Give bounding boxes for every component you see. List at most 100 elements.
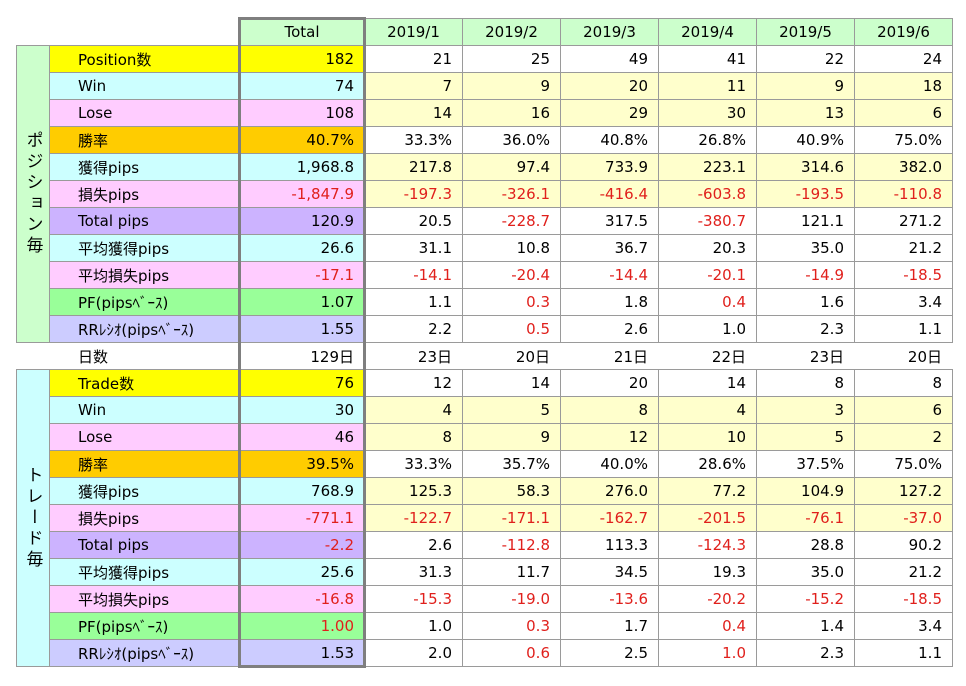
row-total: -2.2 xyxy=(239,531,365,559)
row-value: 1.1 xyxy=(364,288,463,316)
row-value: 21 xyxy=(364,45,463,73)
row-label: 勝率 xyxy=(49,450,240,478)
row-label: Total pips xyxy=(49,207,240,235)
row-label: Win xyxy=(49,396,240,424)
row-value: -603.8 xyxy=(658,180,757,208)
row-value: 37.5% xyxy=(756,450,855,478)
row-total: -771.1 xyxy=(239,504,365,532)
row-value: 9 xyxy=(462,423,561,451)
row-value: 217.8 xyxy=(364,153,463,181)
row-value: 8 xyxy=(364,423,463,451)
row-value: 28.6% xyxy=(658,450,757,478)
row-value: 7 xyxy=(364,72,463,100)
row-value: 121.1 xyxy=(756,207,855,235)
row-label: 平均獲得pips xyxy=(49,234,240,262)
row-value: 1.7 xyxy=(560,612,659,640)
row-value: 4 xyxy=(364,396,463,424)
row-value: 1.1 xyxy=(854,315,953,343)
row-value: 2.0 xyxy=(364,639,463,667)
row-total: 1,968.8 xyxy=(239,153,365,181)
row-value: 2.3 xyxy=(756,315,855,343)
row-value: 125.3 xyxy=(364,477,463,505)
row-value: 3.4 xyxy=(854,612,953,640)
row-value: -124.3 xyxy=(658,531,757,559)
row-value: 12 xyxy=(560,423,659,451)
row-label: 平均損失pips xyxy=(49,585,240,613)
row-value: -20.1 xyxy=(658,261,757,289)
row-total: -1,847.9 xyxy=(239,180,365,208)
row-value: -193.5 xyxy=(756,180,855,208)
row-value: 2.2 xyxy=(364,315,463,343)
row-value: 33.3% xyxy=(364,126,463,154)
row-value: 6 xyxy=(854,396,953,424)
row-total: 1.07 xyxy=(239,288,365,316)
row-label: Position数 xyxy=(49,45,240,73)
row-total: 76 xyxy=(239,369,365,397)
header-month: 2019/5 xyxy=(756,18,855,46)
row-value: 40.8% xyxy=(560,126,659,154)
row-value: 21.2 xyxy=(854,234,953,262)
section-title-text: ポジション毎 xyxy=(22,131,43,257)
row-total: -16.8 xyxy=(239,585,365,613)
row-total: 26.6 xyxy=(239,234,365,262)
row-value: 58.3 xyxy=(462,477,561,505)
days-value: 21日 xyxy=(613,347,648,366)
row-value: 6 xyxy=(854,99,953,127)
row-value: 9 xyxy=(462,72,561,100)
row-label: PF(pipsﾍﾞｰｽ) xyxy=(49,612,240,640)
row-value: 20.3 xyxy=(658,234,757,262)
row-value: 35.7% xyxy=(462,450,561,478)
row-value: 28.8 xyxy=(756,531,855,559)
row-label: 損失pips xyxy=(49,504,240,532)
row-value: 24 xyxy=(854,45,953,73)
row-value: 3 xyxy=(756,396,855,424)
row-value: -326.1 xyxy=(462,180,561,208)
row-value: 5 xyxy=(756,423,855,451)
row-value: 35.0 xyxy=(756,558,855,586)
row-total: 30 xyxy=(239,396,365,424)
row-value: 49 xyxy=(560,45,659,73)
row-value: 271.2 xyxy=(854,207,953,235)
row-value: 11.7 xyxy=(462,558,561,586)
row-value: -171.1 xyxy=(462,504,561,532)
days-label: 日数 xyxy=(78,347,109,366)
row-value: -14.9 xyxy=(756,261,855,289)
row-value: 1.0 xyxy=(658,639,757,667)
row-label: Lose xyxy=(49,423,240,451)
row-value: 21.2 xyxy=(854,558,953,586)
header-month: 2019/2 xyxy=(462,18,561,46)
row-value: 2.6 xyxy=(560,315,659,343)
row-label: 損失pips xyxy=(49,180,240,208)
row-value: 12 xyxy=(364,369,463,397)
row-total: 74 xyxy=(239,72,365,100)
row-value: -112.8 xyxy=(462,531,561,559)
row-value: 14 xyxy=(364,99,463,127)
row-value: 14 xyxy=(462,369,561,397)
row-value: -228.7 xyxy=(462,207,561,235)
row-value: -76.1 xyxy=(756,504,855,532)
row-value: 29 xyxy=(560,99,659,127)
row-total: 40.7% xyxy=(239,126,365,154)
row-value: 0.4 xyxy=(658,612,757,640)
row-value: 1.0 xyxy=(364,612,463,640)
row-value: 5 xyxy=(462,396,561,424)
row-value: -122.7 xyxy=(364,504,463,532)
row-value: 127.2 xyxy=(854,477,953,505)
row-value: 0.4 xyxy=(658,288,757,316)
row-value: -13.6 xyxy=(560,585,659,613)
header-month: 2019/6 xyxy=(854,18,953,46)
row-label: Trade数 xyxy=(49,369,240,397)
row-value: -20.2 xyxy=(658,585,757,613)
row-value: 11 xyxy=(658,72,757,100)
row-value: -14.1 xyxy=(364,261,463,289)
row-value: 41 xyxy=(658,45,757,73)
row-value: 31.1 xyxy=(364,234,463,262)
header-month: 2019/4 xyxy=(658,18,757,46)
row-value: 97.4 xyxy=(462,153,561,181)
row-value: 733.9 xyxy=(560,153,659,181)
row-total: 25.6 xyxy=(239,558,365,586)
row-value: 16 xyxy=(462,99,561,127)
row-value: 0.5 xyxy=(462,315,561,343)
days-value: 23日 xyxy=(417,347,452,366)
row-label: RRﾚｼｵ(pipsﾍﾞｰｽ) xyxy=(49,315,240,343)
